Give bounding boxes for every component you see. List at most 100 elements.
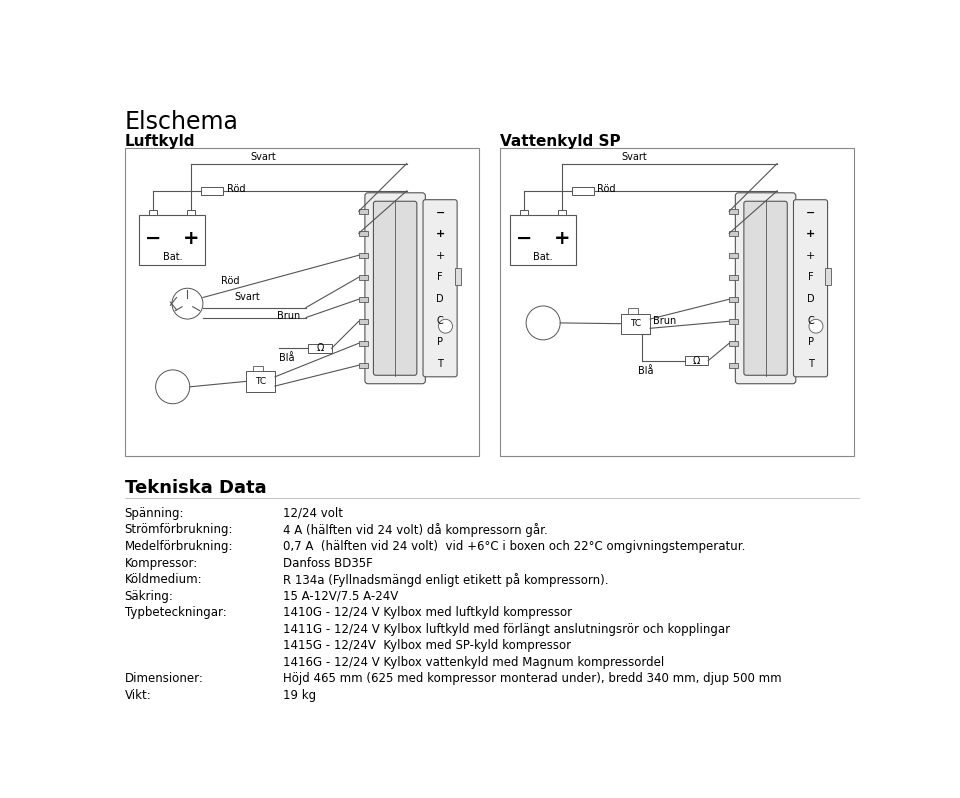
Bar bbox=[246, 371, 275, 392]
Text: +: + bbox=[554, 229, 570, 248]
Text: Kompressor:: Kompressor: bbox=[125, 557, 198, 570]
Text: F: F bbox=[807, 272, 813, 282]
Text: 15 A-12V/7.5 A-24V: 15 A-12V/7.5 A-24V bbox=[283, 590, 398, 602]
Text: Svart: Svart bbox=[251, 152, 276, 163]
Bar bbox=[520, 210, 528, 215]
Bar bbox=[629, 308, 637, 314]
Text: Spänning:: Spänning: bbox=[125, 507, 184, 520]
Text: −: − bbox=[516, 229, 532, 248]
Text: TC: TC bbox=[630, 319, 641, 328]
Text: Röd: Röd bbox=[221, 275, 239, 286]
Text: T: T bbox=[437, 359, 443, 369]
Bar bbox=[500, 148, 854, 456]
Text: R 134a (Fyllnadsmängd enligt etikett på kompressorn).: R 134a (Fyllnadsmängd enligt etikett på … bbox=[283, 573, 609, 587]
Text: Bat.: Bat. bbox=[162, 252, 182, 263]
Text: Blå: Blå bbox=[278, 354, 295, 363]
FancyBboxPatch shape bbox=[735, 193, 796, 384]
Bar bbox=[253, 366, 263, 371]
Text: +: + bbox=[805, 251, 815, 261]
Circle shape bbox=[172, 288, 203, 319]
FancyBboxPatch shape bbox=[365, 193, 425, 384]
Bar bbox=[730, 362, 738, 368]
Text: P: P bbox=[437, 338, 444, 347]
Bar bbox=[125, 148, 479, 456]
Text: +: + bbox=[436, 229, 444, 239]
Text: Typbeteckningar:: Typbeteckningar: bbox=[125, 606, 227, 619]
Bar bbox=[730, 275, 738, 280]
Text: Elschema: Elschema bbox=[125, 109, 238, 133]
Text: Luftkyld: Luftkyld bbox=[125, 134, 195, 149]
Bar bbox=[826, 267, 831, 285]
Text: Röd: Röd bbox=[227, 184, 246, 195]
Text: D: D bbox=[806, 294, 814, 304]
FancyBboxPatch shape bbox=[794, 200, 828, 377]
Bar bbox=[359, 362, 368, 368]
Text: D: D bbox=[436, 294, 444, 304]
Bar bbox=[685, 356, 708, 365]
Bar bbox=[730, 231, 738, 236]
Bar bbox=[359, 231, 368, 236]
Bar bbox=[572, 187, 593, 195]
Bar bbox=[187, 210, 195, 215]
Bar bbox=[730, 341, 738, 346]
Text: Brun: Brun bbox=[276, 311, 300, 321]
Circle shape bbox=[526, 306, 561, 340]
FancyBboxPatch shape bbox=[373, 201, 417, 375]
Bar bbox=[359, 252, 368, 258]
Text: −: − bbox=[145, 229, 161, 248]
Bar bbox=[359, 318, 368, 324]
Text: Höjd 465 mm (625 med kompressor monterad under), bredd 340 mm, djup 500 mm: Höjd 465 mm (625 med kompressor monterad… bbox=[283, 673, 781, 685]
Text: +: + bbox=[183, 229, 200, 248]
Bar bbox=[139, 215, 205, 265]
Text: −: − bbox=[436, 207, 444, 218]
Text: 1416G - 12/24 V Kylbox vattenkyld med Magnum kompressordel: 1416G - 12/24 V Kylbox vattenkyld med Ma… bbox=[283, 656, 664, 669]
Text: P: P bbox=[807, 338, 813, 347]
Text: +: + bbox=[805, 229, 815, 239]
Text: 19 kg: 19 kg bbox=[283, 689, 316, 702]
Text: Röd: Röd bbox=[597, 184, 616, 195]
Bar bbox=[730, 208, 738, 214]
Text: Svart: Svart bbox=[621, 152, 647, 163]
Text: +: + bbox=[436, 251, 444, 261]
Text: Blå: Blå bbox=[638, 366, 654, 377]
Bar bbox=[621, 314, 650, 334]
Text: Danfoss BD35F: Danfoss BD35F bbox=[283, 557, 372, 570]
Text: 1410G - 12/24 V Kylbox med luftkyld kompressor: 1410G - 12/24 V Kylbox med luftkyld komp… bbox=[283, 606, 572, 619]
Text: Medelförbrukning:: Medelförbrukning: bbox=[125, 540, 233, 553]
Text: 4 A (hälften vid 24 volt) då kompressorn går.: 4 A (hälften vid 24 volt) då kompressorn… bbox=[283, 523, 547, 538]
Bar bbox=[308, 344, 331, 353]
FancyBboxPatch shape bbox=[423, 200, 457, 377]
Text: −: − bbox=[805, 207, 815, 218]
Text: Svart: Svart bbox=[234, 292, 260, 302]
Text: Köldmedium:: Köldmedium: bbox=[125, 573, 203, 587]
Text: 1411G - 12/24 V Kylbox luftkyld med förlängt anslutningsrör och kopplingar: 1411G - 12/24 V Kylbox luftkyld med förl… bbox=[283, 622, 730, 636]
Text: Ω: Ω bbox=[316, 343, 324, 354]
Circle shape bbox=[439, 319, 452, 333]
Circle shape bbox=[156, 370, 190, 404]
Text: Säkring:: Säkring: bbox=[125, 590, 174, 602]
Circle shape bbox=[809, 319, 823, 333]
Bar bbox=[730, 252, 738, 258]
Text: C: C bbox=[807, 315, 814, 326]
Text: TC: TC bbox=[254, 377, 266, 386]
Bar bbox=[359, 275, 368, 280]
Bar bbox=[150, 210, 157, 215]
Text: C: C bbox=[437, 315, 444, 326]
Bar bbox=[359, 208, 368, 214]
Text: Ω: Ω bbox=[693, 356, 700, 365]
Text: Dimensioner:: Dimensioner: bbox=[125, 673, 204, 685]
Text: Bat.: Bat. bbox=[533, 252, 553, 263]
Bar bbox=[359, 297, 368, 302]
Bar bbox=[730, 297, 738, 302]
Text: Brun: Brun bbox=[653, 316, 677, 326]
Text: 0,7 A  (hälften vid 24 volt)  vid +6°C i boxen och 22°C omgivningstemperatur.: 0,7 A (hälften vid 24 volt) vid +6°C i b… bbox=[283, 540, 745, 553]
Bar bbox=[202, 187, 223, 195]
Text: Vattenkyld SP: Vattenkyld SP bbox=[500, 134, 620, 149]
Text: Tekniska Data: Tekniska Data bbox=[125, 480, 266, 497]
Text: 12/24 volt: 12/24 volt bbox=[283, 507, 343, 520]
Bar bbox=[730, 318, 738, 324]
Bar bbox=[359, 341, 368, 346]
Text: Strömförbrukning:: Strömförbrukning: bbox=[125, 523, 233, 536]
Text: Vikt:: Vikt: bbox=[125, 689, 152, 702]
Text: F: F bbox=[437, 272, 443, 282]
